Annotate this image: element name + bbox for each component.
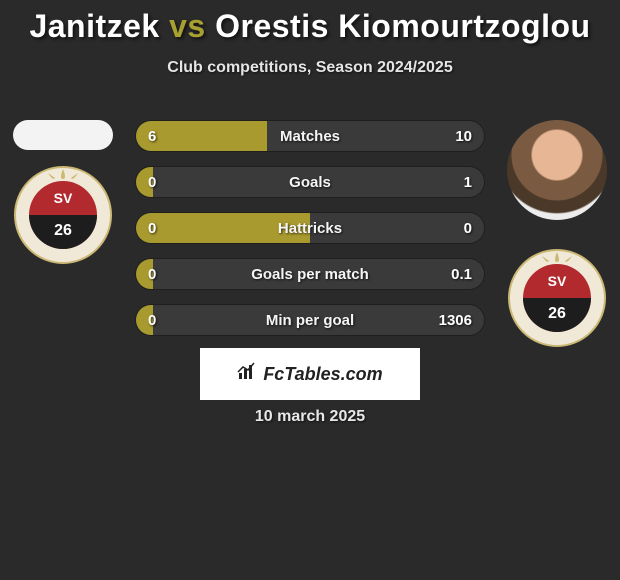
watermark-text: FcTables.com: [263, 364, 382, 384]
svg-text:26: 26: [54, 222, 72, 239]
player2-name: Orestis Kiomourtzoglou: [215, 8, 590, 44]
stats-bars: 610Matches 01Goals 00Hattricks 00.1Goals pe…: [135, 120, 485, 350]
player1-avatar: [13, 120, 113, 150]
player2-club-badge: SV 26: [507, 248, 607, 348]
stat-row-goals-per-match: 00.1Goals per match: [135, 258, 485, 290]
vs-label: vs: [169, 8, 206, 44]
watermark: FcTables.com: [200, 348, 420, 400]
right-column: SV 26: [502, 120, 612, 348]
stat-label: Matches: [136, 121, 484, 152]
left-column: SV 26: [8, 120, 118, 265]
stat-row-min-per-goal: 01306Min per goal: [135, 304, 485, 336]
chart-icon: [237, 349, 257, 401]
comparison-title: Janitzek vs Orestis Kiomourtzoglou: [0, 0, 620, 45]
stat-row-matches: 610Matches: [135, 120, 485, 152]
svg-text:SV: SV: [54, 190, 73, 206]
date-label: 10 march 2025: [0, 408, 620, 426]
stat-row-goals: 01Goals: [135, 166, 485, 198]
stat-label: Min per goal: [136, 305, 484, 336]
svg-text:SV: SV: [548, 273, 567, 289]
player2-avatar: [507, 120, 607, 220]
stat-row-hattricks: 00Hattricks: [135, 212, 485, 244]
player1-club-badge: SV 26: [13, 165, 113, 265]
subtitle: Club competitions, Season 2024/2025: [0, 59, 620, 77]
stat-label: Goals: [136, 167, 484, 198]
stat-label: Goals per match: [136, 259, 484, 290]
player1-name: Janitzek: [29, 8, 159, 44]
svg-text:26: 26: [548, 305, 566, 322]
stat-label: Hattricks: [136, 213, 484, 244]
